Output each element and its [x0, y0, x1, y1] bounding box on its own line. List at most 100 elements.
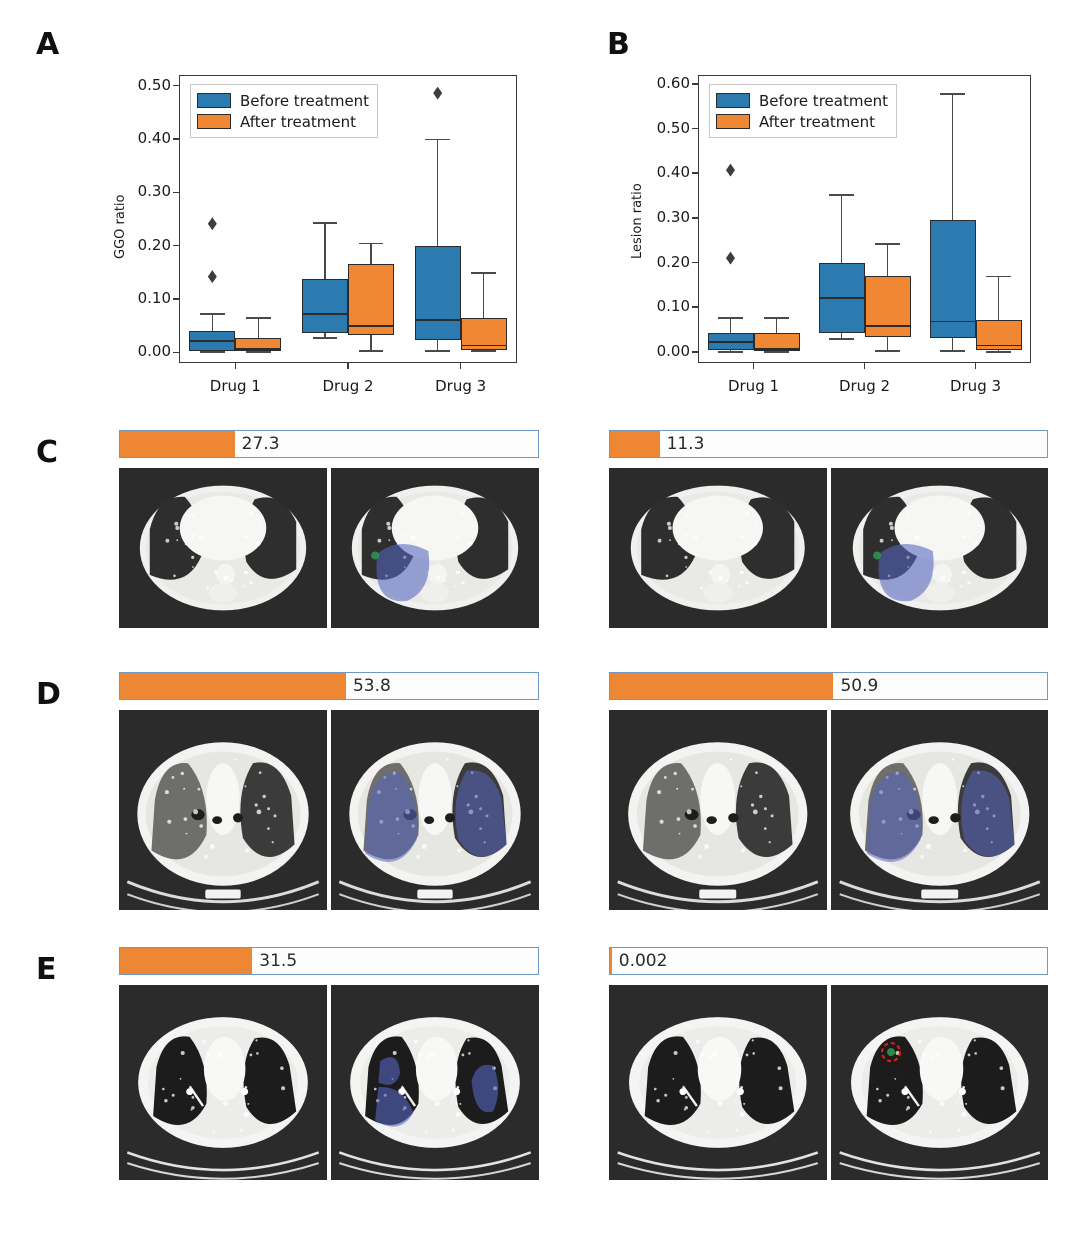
y-tick-mark: [692, 261, 698, 264]
x-tick-mark: [347, 363, 349, 369]
whisker-cap: [199, 351, 225, 354]
x-tick-label: Drug 1: [727, 377, 780, 395]
ct-slice-segmented: [830, 710, 1048, 910]
whisker-cap: [471, 272, 497, 274]
y-tick-label: 0.20: [656, 252, 690, 271]
severity-progress-bar: 0.002: [609, 947, 1048, 975]
legend-swatch-before-icon: [197, 93, 231, 108]
whisker-cap: [425, 350, 451, 353]
panel-letter-e: E: [36, 952, 57, 987]
median-line: [414, 318, 461, 321]
y-tick-label: 0.10: [656, 297, 690, 316]
y-tick-mark: [173, 191, 179, 194]
ct-slice-original: [609, 710, 827, 910]
ct-slice-original: [609, 985, 827, 1180]
whisker-cap: [425, 138, 451, 141]
y-tick-mark: [692, 217, 698, 219]
severity-progress-bar: 53.8: [119, 672, 539, 700]
ct-slice-segmented: [830, 985, 1048, 1180]
ct-image-pair: [609, 985, 1048, 1180]
x-tick-mark: [459, 363, 462, 369]
median-line: [348, 325, 394, 328]
legend-label-after: After treatment: [759, 112, 876, 131]
severity-progress-bar: 50.9: [609, 672, 1048, 700]
y-tick-label: 0.00: [656, 341, 690, 360]
x-tick-mark: [234, 363, 237, 369]
y-tick-label: 0.50: [137, 75, 171, 94]
whisker-cap: [875, 350, 900, 352]
progress-bar-fill: [120, 673, 346, 699]
outlier-marker: [726, 163, 735, 177]
legend-row-before: Before treatment: [197, 90, 369, 111]
panel-letter-b: B: [607, 27, 630, 62]
ct-slice-original: [119, 985, 327, 1180]
ct-slice-segmented: [331, 710, 539, 910]
severity-progress-bar: 27.3: [119, 430, 539, 458]
whisker-cap: [718, 350, 743, 353]
y-tick-label: 0.50: [656, 118, 690, 137]
progress-bar-fill: [610, 673, 834, 699]
outlier-marker: [433, 86, 443, 100]
whisker-cap: [245, 351, 271, 354]
median-line: [864, 325, 911, 327]
outlier-marker: [726, 251, 735, 265]
legend-row-after: After treatment: [716, 111, 888, 132]
whisker-cap: [940, 350, 965, 352]
whisker-cap: [829, 193, 854, 196]
boxplot-panel-b: Lesion ratio Before treatment After trea…: [560, 0, 1080, 420]
median-line: [707, 341, 754, 343]
progress-bar-fill: [120, 431, 235, 457]
whisker-line: [482, 272, 485, 352]
legend-swatch-after-icon: [716, 114, 750, 129]
x-tick-label: Drug 2: [838, 377, 891, 395]
whisker-cap: [940, 92, 965, 95]
whisker-cap: [764, 350, 789, 353]
whisker-cap: [875, 242, 900, 245]
x-tick-label: Drug 3: [949, 377, 1002, 395]
progress-bar-fill: [120, 948, 253, 974]
whisker-cap: [829, 338, 854, 340]
panel-letter-d: D: [36, 677, 61, 712]
progress-bar-value: 50.9: [840, 676, 879, 696]
legend-swatch-after-icon: [197, 114, 231, 129]
y-tick-label: 0.10: [137, 289, 171, 307]
outlier-marker: [207, 270, 217, 284]
box-before: [302, 278, 348, 333]
whisker-line: [997, 276, 1000, 352]
ct-slice-original: [119, 710, 327, 910]
ct-image-pair: [119, 710, 539, 910]
progress-bar-value: 53.8: [352, 676, 391, 696]
progress-bar-fill: [610, 948, 612, 974]
y-tick-mark: [692, 83, 698, 85]
box-before: [414, 246, 461, 341]
progress-bar-value: 27.3: [241, 434, 280, 454]
y-tick-mark: [173, 138, 179, 140]
ct-image-pair: [609, 710, 1048, 910]
box-after: [753, 333, 800, 351]
progress-bar-value: 11.3: [666, 434, 705, 454]
box-after: [235, 337, 282, 352]
y-tick-mark: [173, 351, 179, 354]
whisker-cap: [312, 221, 338, 224]
legend-b: Before treatment After treatment: [709, 84, 898, 138]
ct-slice-original: [609, 468, 827, 628]
median-line: [302, 313, 348, 315]
y-tick-mark: [173, 298, 179, 300]
whisker-cap: [471, 350, 497, 353]
legend-row-before: Before treatment: [716, 90, 888, 111]
y-tick-label: 0.00: [137, 342, 171, 361]
boxplot-panel-a: GGO ratio Before treatment After treatme…: [0, 0, 560, 420]
median-line: [189, 340, 236, 343]
x-tick-label: Drug 2: [322, 377, 374, 395]
median-line: [753, 348, 800, 351]
whisker-cap: [718, 317, 743, 320]
ct-slice-segmented: [331, 985, 539, 1180]
progress-bar-fill: [610, 431, 660, 457]
x-tick-mark: [974, 363, 977, 369]
y-tick-mark: [692, 127, 698, 130]
legend-a: Before treatment After treatment: [190, 84, 379, 138]
ct-slice-segmented: [331, 468, 539, 628]
ct-slice-original: [119, 468, 327, 628]
panel-letter-c: C: [36, 435, 59, 470]
box-after: [348, 264, 394, 335]
